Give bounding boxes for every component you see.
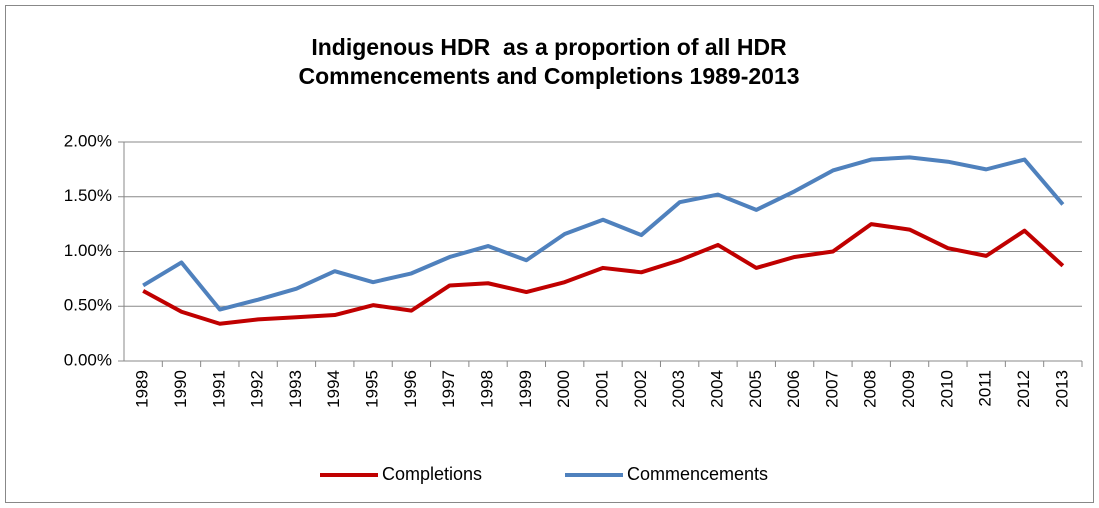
x-tick-label: 2004: [707, 370, 726, 408]
x-tick-label: 1997: [439, 370, 458, 408]
y-tick-label: 1.00%: [64, 241, 112, 260]
x-tick-label: 1995: [363, 370, 382, 408]
x-tick-label: 1991: [209, 370, 228, 408]
x-tick-label: 1993: [286, 370, 305, 408]
y-tick-label: 1.50%: [64, 186, 112, 205]
x-tick-label: 1990: [171, 370, 190, 408]
x-tick-label: 2012: [1014, 370, 1033, 408]
x-tick-label: 1994: [324, 370, 343, 408]
chart-title: Commencements and Completions 1989-2013: [298, 63, 799, 89]
x-tick-label: 2001: [592, 370, 611, 408]
x-tick-label: 2007: [822, 370, 841, 408]
x-tick-label: 2003: [669, 370, 688, 408]
legend-label: Commencements: [627, 464, 768, 484]
x-tick-label: 1992: [248, 370, 267, 408]
x-tick-label: 2013: [1052, 370, 1071, 408]
x-tick-label: 1989: [133, 370, 152, 408]
x-tick-label: 2008: [861, 370, 880, 408]
legend-label: Completions: [382, 464, 482, 484]
series-line: [142, 222, 1065, 326]
series-line: [142, 155, 1065, 312]
x-tick-label: 1998: [478, 370, 497, 408]
chart-title: Indigenous HDR as a proportion of all HD…: [311, 34, 787, 60]
x-tick-label: 2002: [631, 370, 650, 408]
chart-border: [5, 5, 1094, 503]
x-tick-label: 2011: [976, 370, 995, 407]
y-tick-label: 2.00%: [64, 131, 112, 150]
x-tick-label: 1999: [516, 370, 535, 408]
x-tick-label: 2005: [746, 370, 765, 408]
x-tick-label: 2009: [899, 370, 918, 408]
x-tick-label: 2000: [554, 370, 573, 408]
y-tick-label: 0.50%: [64, 296, 112, 315]
y-tick-label: 0.00%: [64, 350, 112, 369]
x-tick-label: 2006: [784, 370, 803, 408]
x-tick-label: 2010: [937, 370, 956, 408]
x-tick-label: 1996: [401, 370, 420, 408]
